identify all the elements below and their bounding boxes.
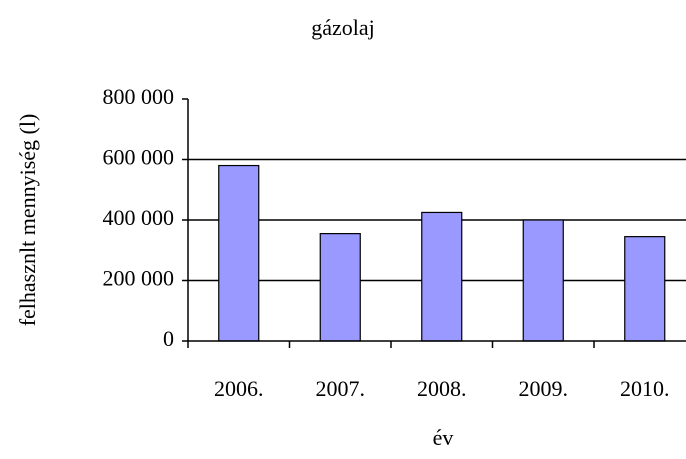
y-tick-label: 400 000	[103, 205, 175, 230]
y-tick-label: 800 000	[103, 84, 175, 109]
bar	[218, 164, 260, 342]
y-tick-label: 200 000	[103, 266, 175, 291]
chart-title: gázolaj	[311, 15, 375, 40]
bar	[624, 236, 666, 342]
bar	[522, 219, 564, 342]
x-tick-label: 2010.	[620, 376, 670, 401]
bar	[319, 233, 361, 342]
bar	[421, 211, 463, 342]
y-tick-label: 0	[163, 326, 174, 351]
x-axis-label: év	[433, 425, 454, 450]
x-tick-label: 2008.	[417, 376, 467, 401]
x-tick-label: 2007.	[316, 376, 366, 401]
x-tick-label: 2006.	[214, 376, 264, 401]
y-tick-label: 600 000	[103, 145, 175, 170]
y-axis-label: felhasznlt mennyiség (l)	[15, 114, 40, 327]
x-tick-label: 2009.	[519, 376, 569, 401]
